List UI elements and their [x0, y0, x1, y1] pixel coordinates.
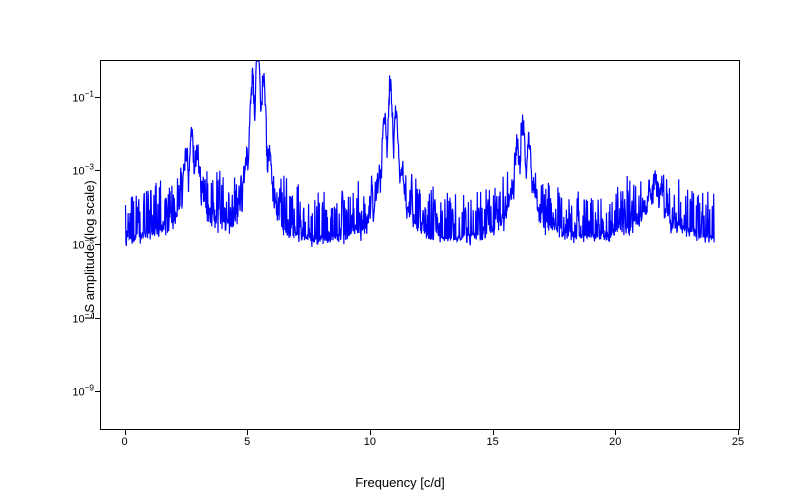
x-tick-label: 15 [486, 436, 498, 448]
x-axis-label: Frequency [c/d] [355, 475, 445, 490]
x-tick-label: 10 [364, 436, 376, 448]
y-tick-label: 10−5 [72, 237, 94, 252]
x-tick-label: 20 [609, 436, 621, 448]
x-tick-label: 25 [732, 436, 744, 448]
x-tick-label: 5 [244, 436, 250, 448]
x-tick-label: 0 [121, 436, 127, 448]
spectrum-line [101, 61, 739, 429]
y-tick-label: 10−1 [72, 89, 94, 104]
y-tick-label: 10−7 [72, 310, 94, 325]
periodogram-chart [100, 60, 740, 430]
y-tick-label: 10−9 [72, 384, 94, 399]
plot-area [101, 61, 739, 429]
y-tick-label: 10−3 [72, 163, 94, 178]
